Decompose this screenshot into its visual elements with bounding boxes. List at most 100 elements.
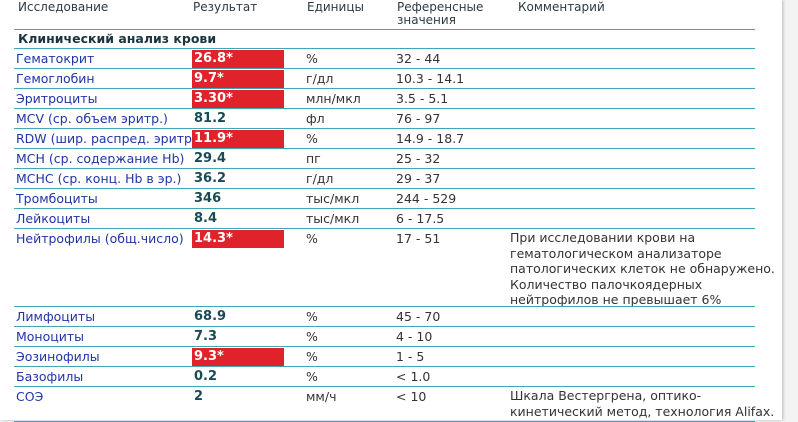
test-name: Базофилы bbox=[16, 369, 84, 384]
test-name: MCH (ср. содержание Hb) bbox=[16, 151, 185, 166]
unit: % bbox=[306, 131, 318, 146]
test-name: Эритроциты bbox=[16, 91, 98, 106]
row-divider bbox=[14, 326, 755, 327]
reference-range: 25 - 32 bbox=[396, 151, 441, 166]
unit: г/дл bbox=[306, 71, 334, 86]
unit: % bbox=[306, 369, 318, 384]
test-name: Моноциты bbox=[16, 329, 85, 344]
reference-range: < 1.0 bbox=[396, 369, 431, 384]
table-row: MCV (ср. объем эритр.) 81.2 фл 76 - 97 bbox=[14, 109, 755, 128]
unit: фл bbox=[306, 111, 325, 126]
unit: тыс/мкл bbox=[306, 211, 360, 226]
header-test: Исследование bbox=[18, 0, 109, 14]
unit: % bbox=[306, 349, 318, 364]
result-value: 26.8* bbox=[192, 50, 284, 68]
result-value: 346 bbox=[194, 191, 222, 206]
test-name: Лимфоциты bbox=[16, 309, 96, 324]
row-divider bbox=[14, 306, 755, 307]
unit: % bbox=[306, 51, 318, 66]
test-name: Эозинофилы bbox=[16, 349, 100, 364]
reference-range: 45 - 70 bbox=[396, 309, 441, 324]
test-name: Лейкоциты bbox=[16, 211, 91, 226]
table-row: Гематокрит 26.8*% 32 - 44 bbox=[14, 49, 755, 68]
reference-range: 14.9 - 18.7 bbox=[396, 131, 465, 146]
reference-range: 29 - 37 bbox=[396, 171, 441, 186]
test-name: MCV (ср. объем эритр.) bbox=[16, 111, 168, 126]
row-divider bbox=[14, 128, 755, 129]
unit: тыс/мкл bbox=[306, 191, 360, 206]
table-row: Гемоглобин 9.7* г/дл 10.3 - 14.1 bbox=[14, 69, 755, 88]
test-name: Гематокрит bbox=[16, 51, 95, 66]
row-divider bbox=[14, 188, 755, 189]
header-result: Результат bbox=[193, 0, 258, 14]
table-row: Лейкоциты 8.4 тыс/мкл 6 - 17.5 bbox=[14, 209, 755, 228]
test-name: Гемоглобин bbox=[16, 71, 95, 86]
reference-range: 3.5 - 5.1 bbox=[396, 91, 449, 106]
comment: Шкала Вестергрена, оптико-кинетический м… bbox=[510, 388, 775, 419]
row-divider bbox=[14, 366, 755, 367]
reference-range: 1 - 5 bbox=[396, 349, 425, 364]
table-row: RDW (шир. распред. эритр) 11.9*% 14.9 - 18… bbox=[14, 129, 755, 148]
table-row: СОЭ 2 мм/ч < 10 Шкала Вестергрена, оптико-ки… bbox=[14, 387, 774, 421]
reference-range: < 10 bbox=[396, 389, 427, 404]
row-divider bbox=[14, 228, 755, 229]
unit: млн/мкл bbox=[306, 91, 361, 106]
result-value: 2 bbox=[194, 389, 204, 404]
reference-range: 17 - 51 bbox=[396, 231, 441, 246]
table-row: MCH (ср. содержание Hb) 29.4 пг 25 - 32 bbox=[14, 149, 755, 168]
header-reference: Референсные значения bbox=[397, 0, 484, 27]
result-value: 3.30* bbox=[192, 90, 284, 108]
test-name: Нейтрофилы (общ.число) bbox=[16, 231, 184, 246]
result-value: 9.7* bbox=[192, 70, 284, 88]
unit: % bbox=[306, 329, 318, 344]
row-divider bbox=[14, 148, 755, 149]
test-name: СОЭ bbox=[16, 389, 44, 404]
unit: % bbox=[306, 309, 318, 324]
result-value: 14.3* bbox=[192, 230, 284, 248]
row-divider bbox=[14, 208, 755, 209]
header-divider-right bbox=[355, 29, 755, 30]
section-title: Клинический анализ крови bbox=[18, 31, 217, 46]
reference-range: 32 - 44 bbox=[396, 51, 441, 66]
header-comment: Комментарий bbox=[518, 0, 605, 14]
reference-range: 76 - 97 bbox=[396, 111, 441, 126]
reference-range: 10.3 - 14.1 bbox=[396, 71, 465, 86]
unit: мм/ч bbox=[306, 389, 337, 404]
row-divider bbox=[14, 108, 755, 109]
test-name: Тромбоциты bbox=[16, 191, 98, 206]
result-value: 8.4 bbox=[194, 211, 218, 226]
result-value: 29.4 bbox=[194, 151, 227, 166]
row-divider bbox=[14, 168, 755, 169]
lab-report-page: Исследование Результат Единицы Референсн… bbox=[0, 0, 782, 422]
row-divider bbox=[14, 386, 755, 387]
result-value: 11.9* bbox=[192, 130, 284, 148]
test-name: MCHC (ср. конц. Hb в эр.) bbox=[16, 171, 182, 186]
reference-range: 4 - 10 bbox=[396, 329, 433, 344]
table-row: Лимфоциты 68.9% 45 - 70 bbox=[14, 307, 755, 326]
reference-range: 6 - 17.5 bbox=[396, 211, 445, 226]
unit: г/дл bbox=[306, 171, 334, 186]
result-value: 0.2 bbox=[194, 369, 218, 384]
result-value: 7.3 bbox=[194, 329, 218, 344]
result-value: 81.2 bbox=[194, 111, 227, 126]
unit: % bbox=[306, 231, 318, 246]
table-row: Нейтрофилы (общ.число) 14.3*% 17 - 51 При и… bbox=[14, 229, 775, 307]
row-divider bbox=[14, 68, 755, 69]
table-row: Базофилы 0.2% < 1.0 bbox=[14, 367, 755, 386]
result-value: 9.3* bbox=[192, 348, 284, 366]
table-row: MCHC (ср. конц. Hb в эр.) 36.2 г/дл 29 - 37 bbox=[14, 169, 755, 188]
result-value: 68.9 bbox=[194, 309, 227, 324]
result-value: 36.2 bbox=[194, 171, 227, 186]
unit: пг bbox=[306, 151, 321, 166]
row-divider bbox=[14, 88, 755, 89]
header-units: Единицы bbox=[307, 0, 364, 14]
test-name: RDW (шир. распред. эритр) bbox=[16, 131, 197, 146]
table-row: Эритроциты 3.30* млн/мкл 3.5 - 5.1 bbox=[14, 89, 755, 108]
header-divider bbox=[14, 29, 355, 30]
table-row: Эозинофилы 9.3*% 1 - 5 bbox=[14, 347, 755, 366]
table-row: Моноциты 7.3% 4 - 10 bbox=[14, 327, 755, 346]
table-row: Тромбоциты 346 тыс/мкл 244 - 529 bbox=[14, 189, 755, 208]
row-divider bbox=[14, 346, 755, 347]
reference-range: 244 - 529 bbox=[396, 191, 457, 206]
row-divider bbox=[14, 48, 755, 49]
